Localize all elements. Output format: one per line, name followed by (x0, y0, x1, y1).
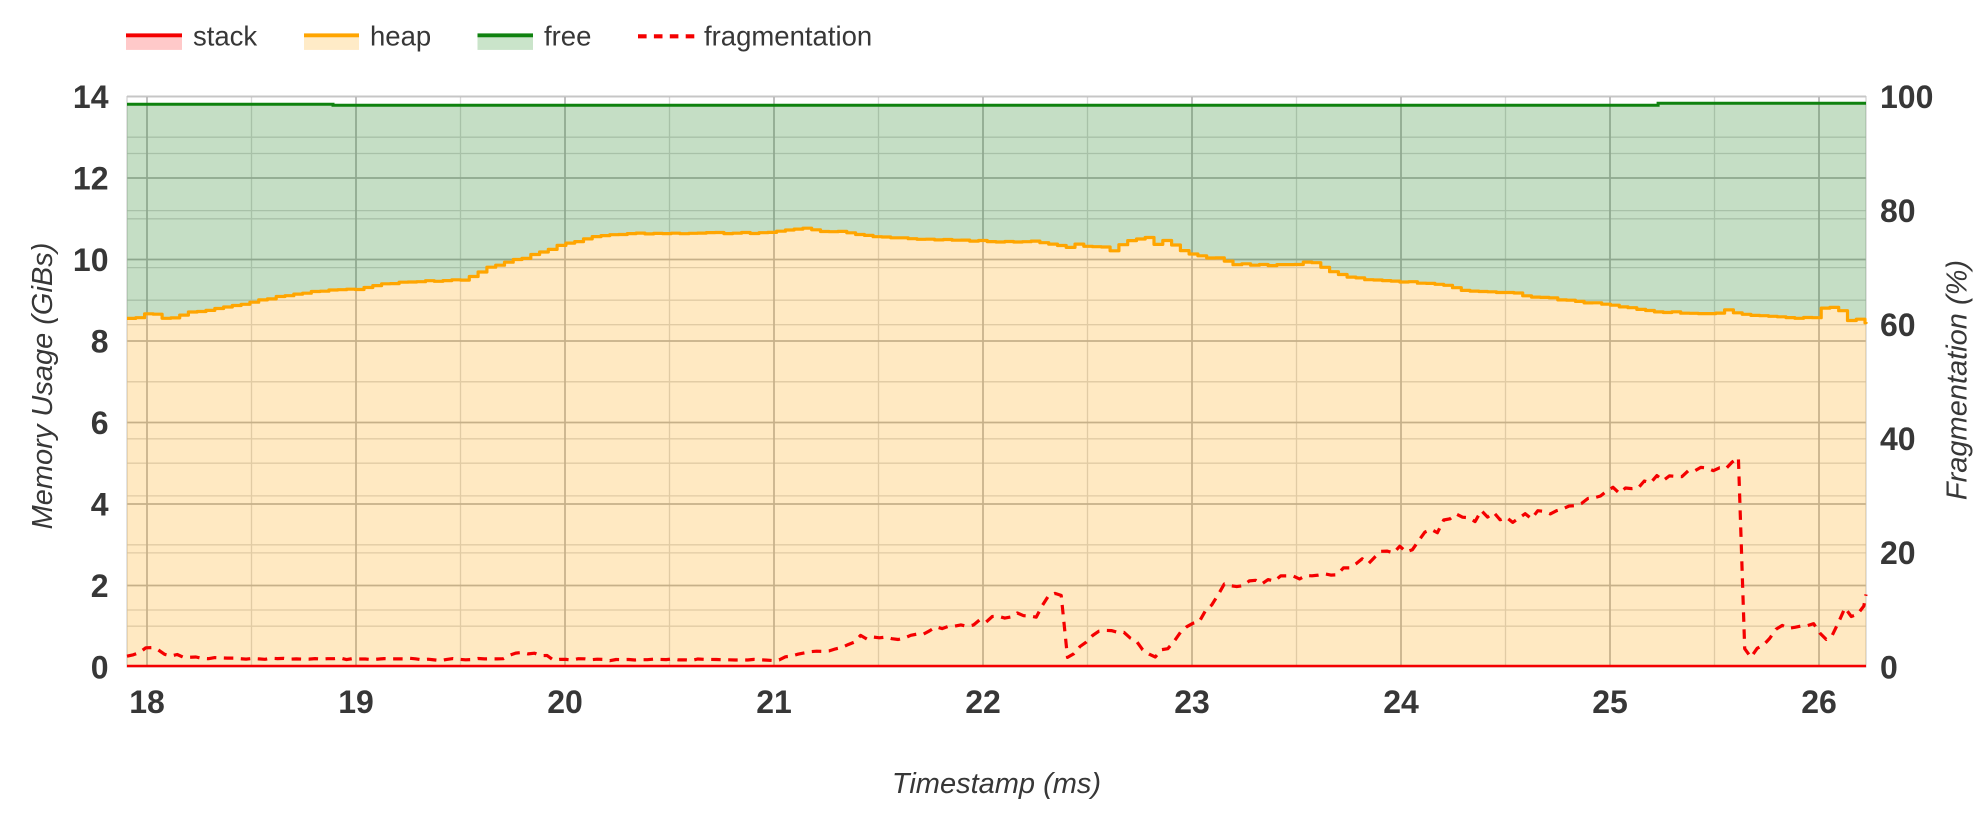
svg-text:23: 23 (1174, 684, 1210, 720)
svg-text:24: 24 (1383, 684, 1419, 720)
svg-text:60: 60 (1880, 307, 1916, 343)
svg-text:14: 14 (73, 79, 109, 115)
svg-text:Timestamp (ms): Timestamp (ms) (892, 768, 1101, 800)
svg-text:Fragmentation (%): Fragmentation (%) (1942, 260, 1974, 500)
svg-text:22: 22 (965, 684, 1001, 720)
svg-text:26: 26 (1801, 684, 1837, 720)
svg-text:0: 0 (1880, 649, 1898, 685)
svg-text:20: 20 (1880, 535, 1916, 571)
svg-text:100: 100 (1880, 79, 1933, 115)
svg-text:fragmentation: fragmentation (704, 21, 872, 52)
svg-text:stack: stack (193, 21, 257, 52)
svg-text:19: 19 (338, 684, 374, 720)
svg-text:8: 8 (91, 323, 109, 359)
svg-text:80: 80 (1880, 193, 1916, 229)
svg-text:Memory Usage (GiBs): Memory Usage (GiBs) (27, 243, 59, 530)
svg-text:10: 10 (73, 242, 109, 278)
svg-text:20: 20 (547, 684, 583, 720)
svg-text:free: free (544, 21, 591, 52)
svg-text:25: 25 (1592, 684, 1628, 720)
svg-text:2: 2 (91, 568, 109, 604)
svg-text:18: 18 (129, 684, 165, 720)
svg-text:heap: heap (370, 21, 431, 52)
svg-text:21: 21 (756, 684, 792, 720)
svg-text:40: 40 (1880, 421, 1916, 457)
svg-text:0: 0 (91, 649, 109, 685)
svg-text:6: 6 (91, 405, 109, 441)
svg-text:4: 4 (91, 486, 109, 522)
svg-text:12: 12 (73, 160, 109, 196)
